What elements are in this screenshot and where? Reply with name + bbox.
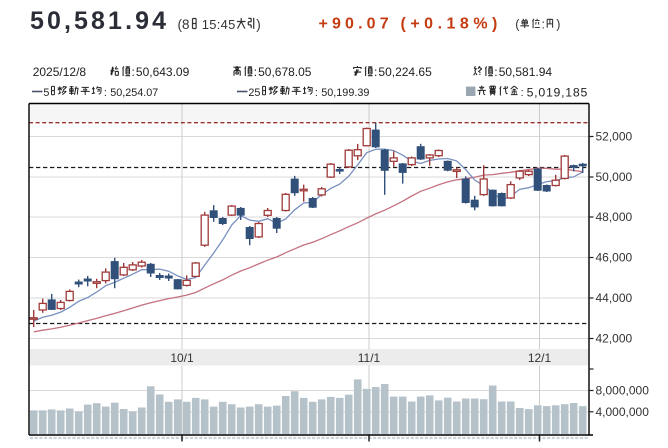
svg-text::: : xyxy=(132,65,135,79)
svg-text:46,000: 46,000 xyxy=(596,251,633,265)
svg-text:50,581.94: 50,581.94 xyxy=(30,7,169,35)
svg-text:(+0.18%): (+0.18%) xyxy=(401,15,502,32)
svg-text::: : xyxy=(315,87,318,99)
svg-text::: : xyxy=(521,87,524,99)
svg-text:50,581.94: 50,581.94 xyxy=(499,65,553,79)
svg-text:48,000: 48,000 xyxy=(596,210,633,224)
svg-text::: : xyxy=(254,65,257,79)
svg-text:50,000: 50,000 xyxy=(596,170,633,184)
svg-text:50,678.05: 50,678.05 xyxy=(258,65,312,79)
svg-text::: : xyxy=(494,65,497,79)
svg-text:25: 25 xyxy=(248,87,260,99)
svg-text::: : xyxy=(542,18,545,32)
svg-text:15:45: 15:45 xyxy=(202,17,236,32)
svg-text:10/1: 10/1 xyxy=(170,351,194,365)
svg-text:4,000,000: 4,000,000 xyxy=(596,405,650,419)
svg-text:5: 5 xyxy=(43,87,49,99)
svg-text:(: ( xyxy=(515,18,520,32)
svg-text:5,019,185: 5,019,185 xyxy=(527,85,588,99)
svg-text::: : xyxy=(104,87,107,99)
svg-text:2025/12/8: 2025/12/8 xyxy=(33,65,87,79)
svg-text:50,199.39: 50,199.39 xyxy=(321,87,369,99)
svg-text:50,643.09: 50,643.09 xyxy=(136,65,190,79)
svg-text:(8: (8 xyxy=(178,17,190,32)
svg-text:44,000: 44,000 xyxy=(596,291,633,305)
svg-text:50,224.65: 50,224.65 xyxy=(378,65,432,79)
svg-text:11/1: 11/1 xyxy=(358,351,381,365)
svg-text:): ) xyxy=(256,17,261,32)
svg-text::: : xyxy=(374,65,377,79)
svg-text:8,000,000: 8,000,000 xyxy=(596,384,650,398)
svg-text:50,254.07: 50,254.07 xyxy=(110,87,158,99)
svg-text:52,000: 52,000 xyxy=(596,130,633,144)
svg-text:+90.07: +90.07 xyxy=(319,15,393,32)
svg-text:): ) xyxy=(556,18,560,32)
svg-text:42,000: 42,000 xyxy=(596,332,633,346)
svg-text:12/1: 12/1 xyxy=(528,351,552,365)
